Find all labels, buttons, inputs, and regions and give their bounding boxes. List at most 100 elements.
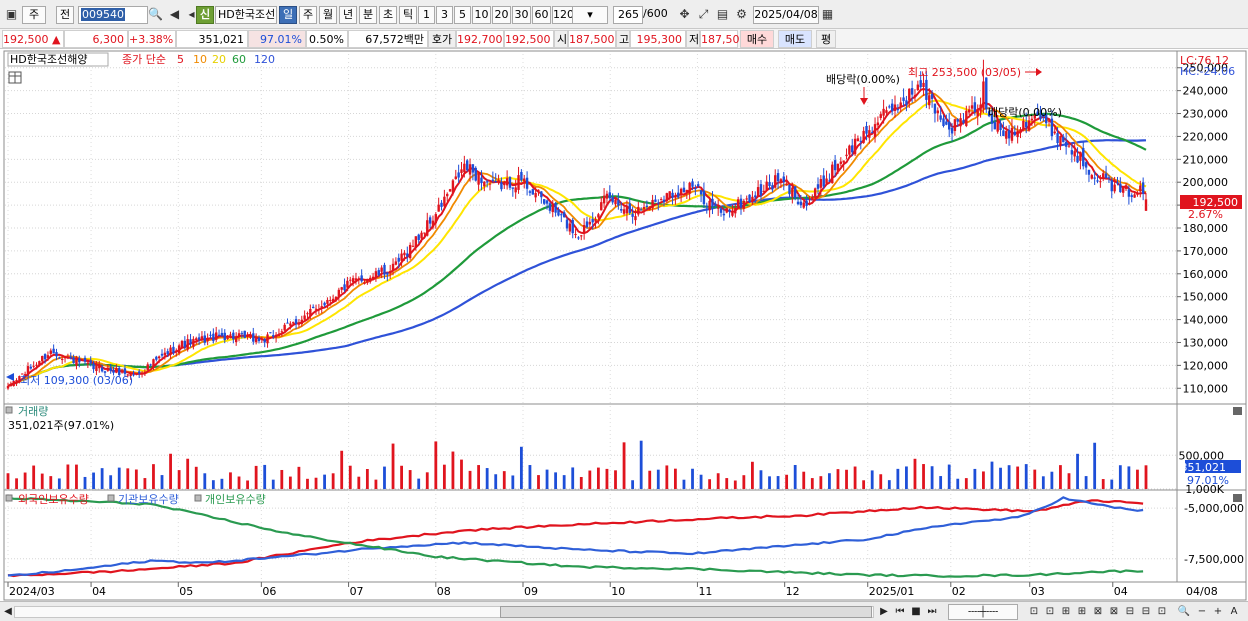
candle-body — [363, 282, 366, 284]
period-tab[interactable]: 월 — [319, 6, 337, 24]
candle-body — [123, 368, 127, 374]
count-button[interactable]: 10 — [472, 6, 491, 24]
stock-name-field[interactable]: HD한국조선 — [215, 6, 277, 24]
count-button[interactable]: 30 — [512, 6, 531, 24]
candle-body — [237, 333, 241, 337]
volume-bar — [400, 465, 403, 489]
date-input[interactable]: 2025/04/08 — [753, 6, 819, 24]
candle-body — [734, 208, 737, 214]
period-tab[interactable]: 틱 — [399, 6, 417, 24]
holdings-close-icon[interactable] — [1233, 494, 1242, 502]
zoom-in-icon[interactable]: + — [1213, 606, 1223, 617]
crosshair-icon[interactable]: ✥ — [679, 7, 690, 21]
dividend-annotation-2: 배당락(0.00%) — [988, 106, 1062, 119]
legend-ma20: 20 — [212, 53, 226, 66]
candle-body — [434, 214, 438, 224]
volume-bar — [288, 476, 292, 489]
candle-body — [614, 199, 617, 205]
volume-bar — [1101, 479, 1105, 489]
volume-bar — [887, 480, 891, 489]
candle-body — [480, 177, 483, 184]
chart-type-select[interactable]: 주 — [22, 6, 46, 24]
candle-body — [1127, 189, 1131, 197]
volume-bar — [152, 464, 155, 489]
scroll-thumb[interactable] — [500, 606, 872, 618]
tool-icon-8[interactable]: ⊟ — [1141, 606, 1151, 617]
font-size-icon[interactable]: A — [1230, 606, 1238, 617]
forward-icon[interactable]: ⏭ — [927, 606, 937, 617]
calendar-icon[interactable]: ▦ — [821, 7, 834, 21]
count-button[interactable]: 5 — [454, 6, 471, 24]
chart-canvas[interactable]: 250,000 240,000 230,000 220,000 210,000 200,0… — [0, 50, 1248, 601]
search-icon[interactable]: 🔍 — [148, 7, 163, 21]
new-listing-badge[interactable]: 신 — [196, 6, 214, 24]
volume-bar — [1136, 469, 1139, 489]
volume-bar — [460, 459, 463, 489]
zoom-icon[interactable]: 🔍 — [1177, 606, 1191, 617]
view-count-input[interactable]: 265 — [613, 6, 643, 24]
candle-body — [756, 187, 760, 197]
tool-icon-3[interactable]: ⊞ — [1061, 606, 1071, 617]
chart-scrollbar[interactable]: ◀ ▶ ⏮ ■ ⏭ ╌╌┼╌╌ ⊡ ⊡ ⊞ ⊞ ⊠ ⊠ ⊟ ⊟ ⊡ 🔍 − + … — [0, 601, 1248, 621]
gear-icon[interactable]: ⚙ — [736, 7, 747, 21]
count-button[interactable]: 120 — [552, 6, 574, 24]
count-button[interactable]: 60 — [532, 6, 551, 24]
zoom-slider[interactable]: ╌╌┼╌╌ — [948, 604, 1018, 620]
stop-icon[interactable]: ■ — [911, 606, 921, 617]
period-tab[interactable]: 년 — [339, 6, 357, 24]
candle-body — [565, 219, 569, 229]
tool-icon-5[interactable]: ⊠ — [1093, 606, 1103, 617]
candle-body — [953, 119, 957, 132]
volume-bar — [682, 479, 686, 489]
zoom-out-icon[interactable]: − — [1197, 606, 1207, 617]
layout-icon[interactable]: ▣ — [5, 7, 18, 21]
candle-body — [999, 123, 1002, 131]
arrow-left-icon[interactable]: ◂ — [188, 7, 195, 21]
volume-close-icon[interactable] — [1233, 407, 1242, 415]
save-icon[interactable]: ▤ — [716, 7, 729, 21]
candle-body — [440, 202, 443, 207]
tool-icon-2[interactable]: ⊡ — [1045, 606, 1055, 617]
eval-button[interactable]: 평 — [816, 30, 836, 48]
period-tab[interactable]: 분 — [359, 6, 377, 24]
speaker-icon[interactable]: ◀ — [169, 7, 180, 21]
buy-button[interactable]: 매수 — [740, 30, 774, 48]
candle-body — [349, 279, 352, 281]
scroll-left-icon[interactable]: ◀ — [4, 606, 12, 617]
rewind-icon[interactable]: ⏮ — [895, 606, 905, 617]
candle-body — [388, 271, 392, 274]
count-button[interactable]: 3 — [436, 6, 453, 24]
period-tab[interactable]: 일 — [279, 6, 297, 24]
volume-bar — [477, 465, 481, 489]
draw-tool-icon[interactable]: ⤢ — [698, 7, 709, 21]
candle-body — [796, 201, 800, 205]
period-tab[interactable]: 주 — [299, 6, 317, 24]
volume-bar — [870, 470, 874, 489]
tool-icon-4[interactable]: ⊞ — [1077, 606, 1087, 617]
candle-body — [651, 199, 654, 209]
period-tab[interactable]: 초 — [379, 6, 397, 24]
legend-ma60: 60 — [232, 53, 246, 66]
count-button[interactable]: 1 — [418, 6, 435, 24]
candle-body — [252, 333, 255, 342]
tool-icon-6[interactable]: ⊠ — [1109, 606, 1119, 617]
volume-readout: 351,021주(97.01%) — [8, 419, 114, 432]
candle-body — [605, 193, 609, 199]
prev-button[interactable]: 전 — [56, 6, 74, 24]
volume-bar — [83, 476, 87, 489]
candle-body — [277, 333, 281, 337]
sell-button[interactable]: 매도 — [778, 30, 812, 48]
count-dropdown[interactable]: ▾ — [572, 6, 608, 24]
tool-icon-1[interactable]: ⊡ — [1029, 606, 1039, 617]
candle-body — [120, 370, 124, 373]
candle-body — [771, 185, 774, 190]
play-icon[interactable]: ▶ — [880, 606, 888, 617]
stock-code-input[interactable]: 009540 — [78, 6, 148, 24]
tool-icon-7[interactable]: ⊟ — [1125, 606, 1135, 617]
stock-chart[interactable]: 250,000 240,000 230,000 220,000 210,000 200,0… — [0, 50, 1248, 601]
volume-bar — [896, 468, 900, 489]
count-button[interactable]: 20 — [492, 6, 511, 24]
tool-icon-9[interactable]: ⊡ — [1157, 606, 1167, 617]
candle-body — [582, 225, 586, 233]
candle-body — [739, 198, 743, 208]
